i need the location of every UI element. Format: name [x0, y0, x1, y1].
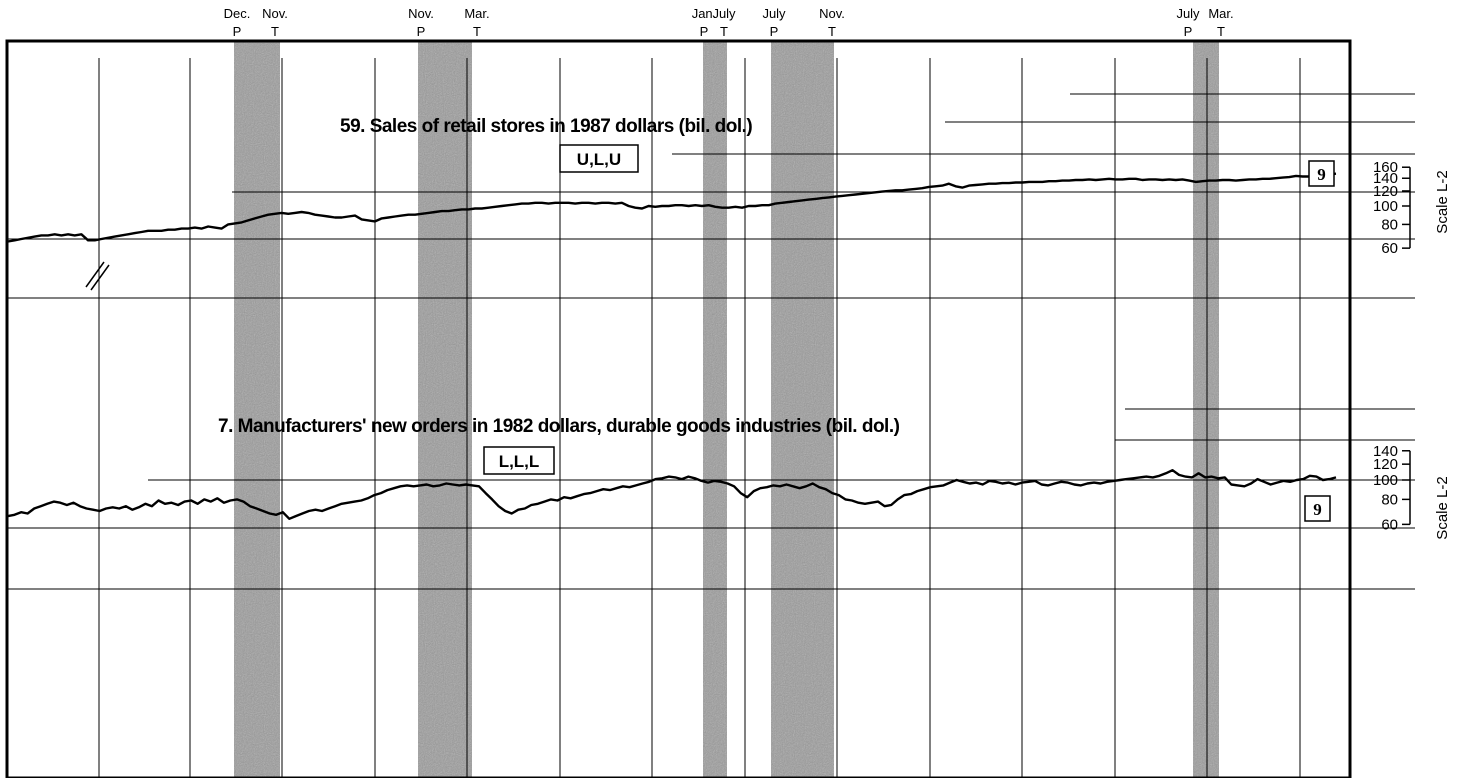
- recession-band-texture: [234, 41, 280, 778]
- turning-point-type: T: [473, 24, 481, 39]
- turning-point-type: T: [828, 24, 836, 39]
- turning-point-type: P: [770, 24, 779, 39]
- turning-point-month: Mar.: [1208, 6, 1233, 21]
- retail-sales-title: 59. Sales of retail stores in 1987 dolla…: [340, 116, 752, 137]
- turning-point-type: P: [417, 24, 426, 39]
- orders-footnote-box: [1304, 495, 1331, 522]
- series-lines: [7, 172, 1337, 520]
- recession-band-texture: [418, 41, 472, 778]
- turning-point-type: T: [720, 24, 728, 39]
- orders-footnote-label: 9: [1313, 500, 1322, 519]
- turning-point-month: July: [762, 6, 786, 21]
- orders-line: [7, 469, 1337, 520]
- y-tick-label: 140: [1373, 443, 1398, 460]
- recession-band-texture: [771, 41, 834, 778]
- y-tick-label: 80: [1381, 491, 1398, 508]
- axis-break-mark: [85, 261, 110, 291]
- turning-point-month: Dec.: [224, 6, 251, 21]
- y-tick-label: 80: [1381, 216, 1398, 233]
- chart-grid: [8, 58, 1415, 778]
- retail-footnote-box: [1308, 160, 1335, 187]
- retail-code-label: U,L,U: [577, 150, 621, 169]
- turning-point-month: July: [712, 6, 736, 21]
- turning-point-month: Jan.: [692, 6, 717, 21]
- retail-footnote-label: 9: [1317, 165, 1326, 184]
- recession-band-texture: [703, 41, 727, 778]
- orders-title: 7. Manufacturers' new orders in 1982 dol…: [218, 416, 900, 437]
- retail-code-box: [559, 144, 639, 173]
- turning-point-month: Nov.: [262, 6, 288, 21]
- retail-scale-label: Scale L-2: [1434, 170, 1451, 233]
- y-tick-label: 100: [1373, 472, 1398, 489]
- orders-code-box: [483, 446, 555, 475]
- turning-point-type: P: [700, 24, 709, 39]
- retail-sales-line: [7, 172, 1337, 243]
- y-tick-label: 160: [1373, 159, 1398, 176]
- plot-frame: [5, 39, 1352, 778]
- y-tick-label: 140: [1373, 170, 1398, 187]
- turning-point-month: Nov.: [819, 6, 845, 21]
- turning-point-type: T: [1217, 24, 1225, 39]
- y-tick-label: 100: [1373, 198, 1398, 215]
- turning-point-type: T: [271, 24, 279, 39]
- turning-point-labels: Dec.PNov.TNov.PMar.TJan.PJulyTJulyPNov.T…: [224, 6, 1234, 39]
- turning-point-month: July: [1176, 6, 1200, 21]
- turning-point-month: Mar.: [464, 6, 489, 21]
- y-tick-label: 60: [1381, 516, 1398, 533]
- turning-point-type: P: [1184, 24, 1193, 39]
- orders-code-label: L,L,L: [499, 452, 540, 471]
- y-tick-label: 60: [1381, 240, 1398, 257]
- orders-scale-label: Scale L-2: [1434, 476, 1451, 539]
- y-tick-label: 120: [1373, 456, 1398, 473]
- turning-point-type: P: [233, 24, 242, 39]
- recession-shading: [234, 41, 1219, 778]
- turning-point-month: Nov.: [408, 6, 434, 21]
- y-tick-label: 120: [1373, 183, 1398, 200]
